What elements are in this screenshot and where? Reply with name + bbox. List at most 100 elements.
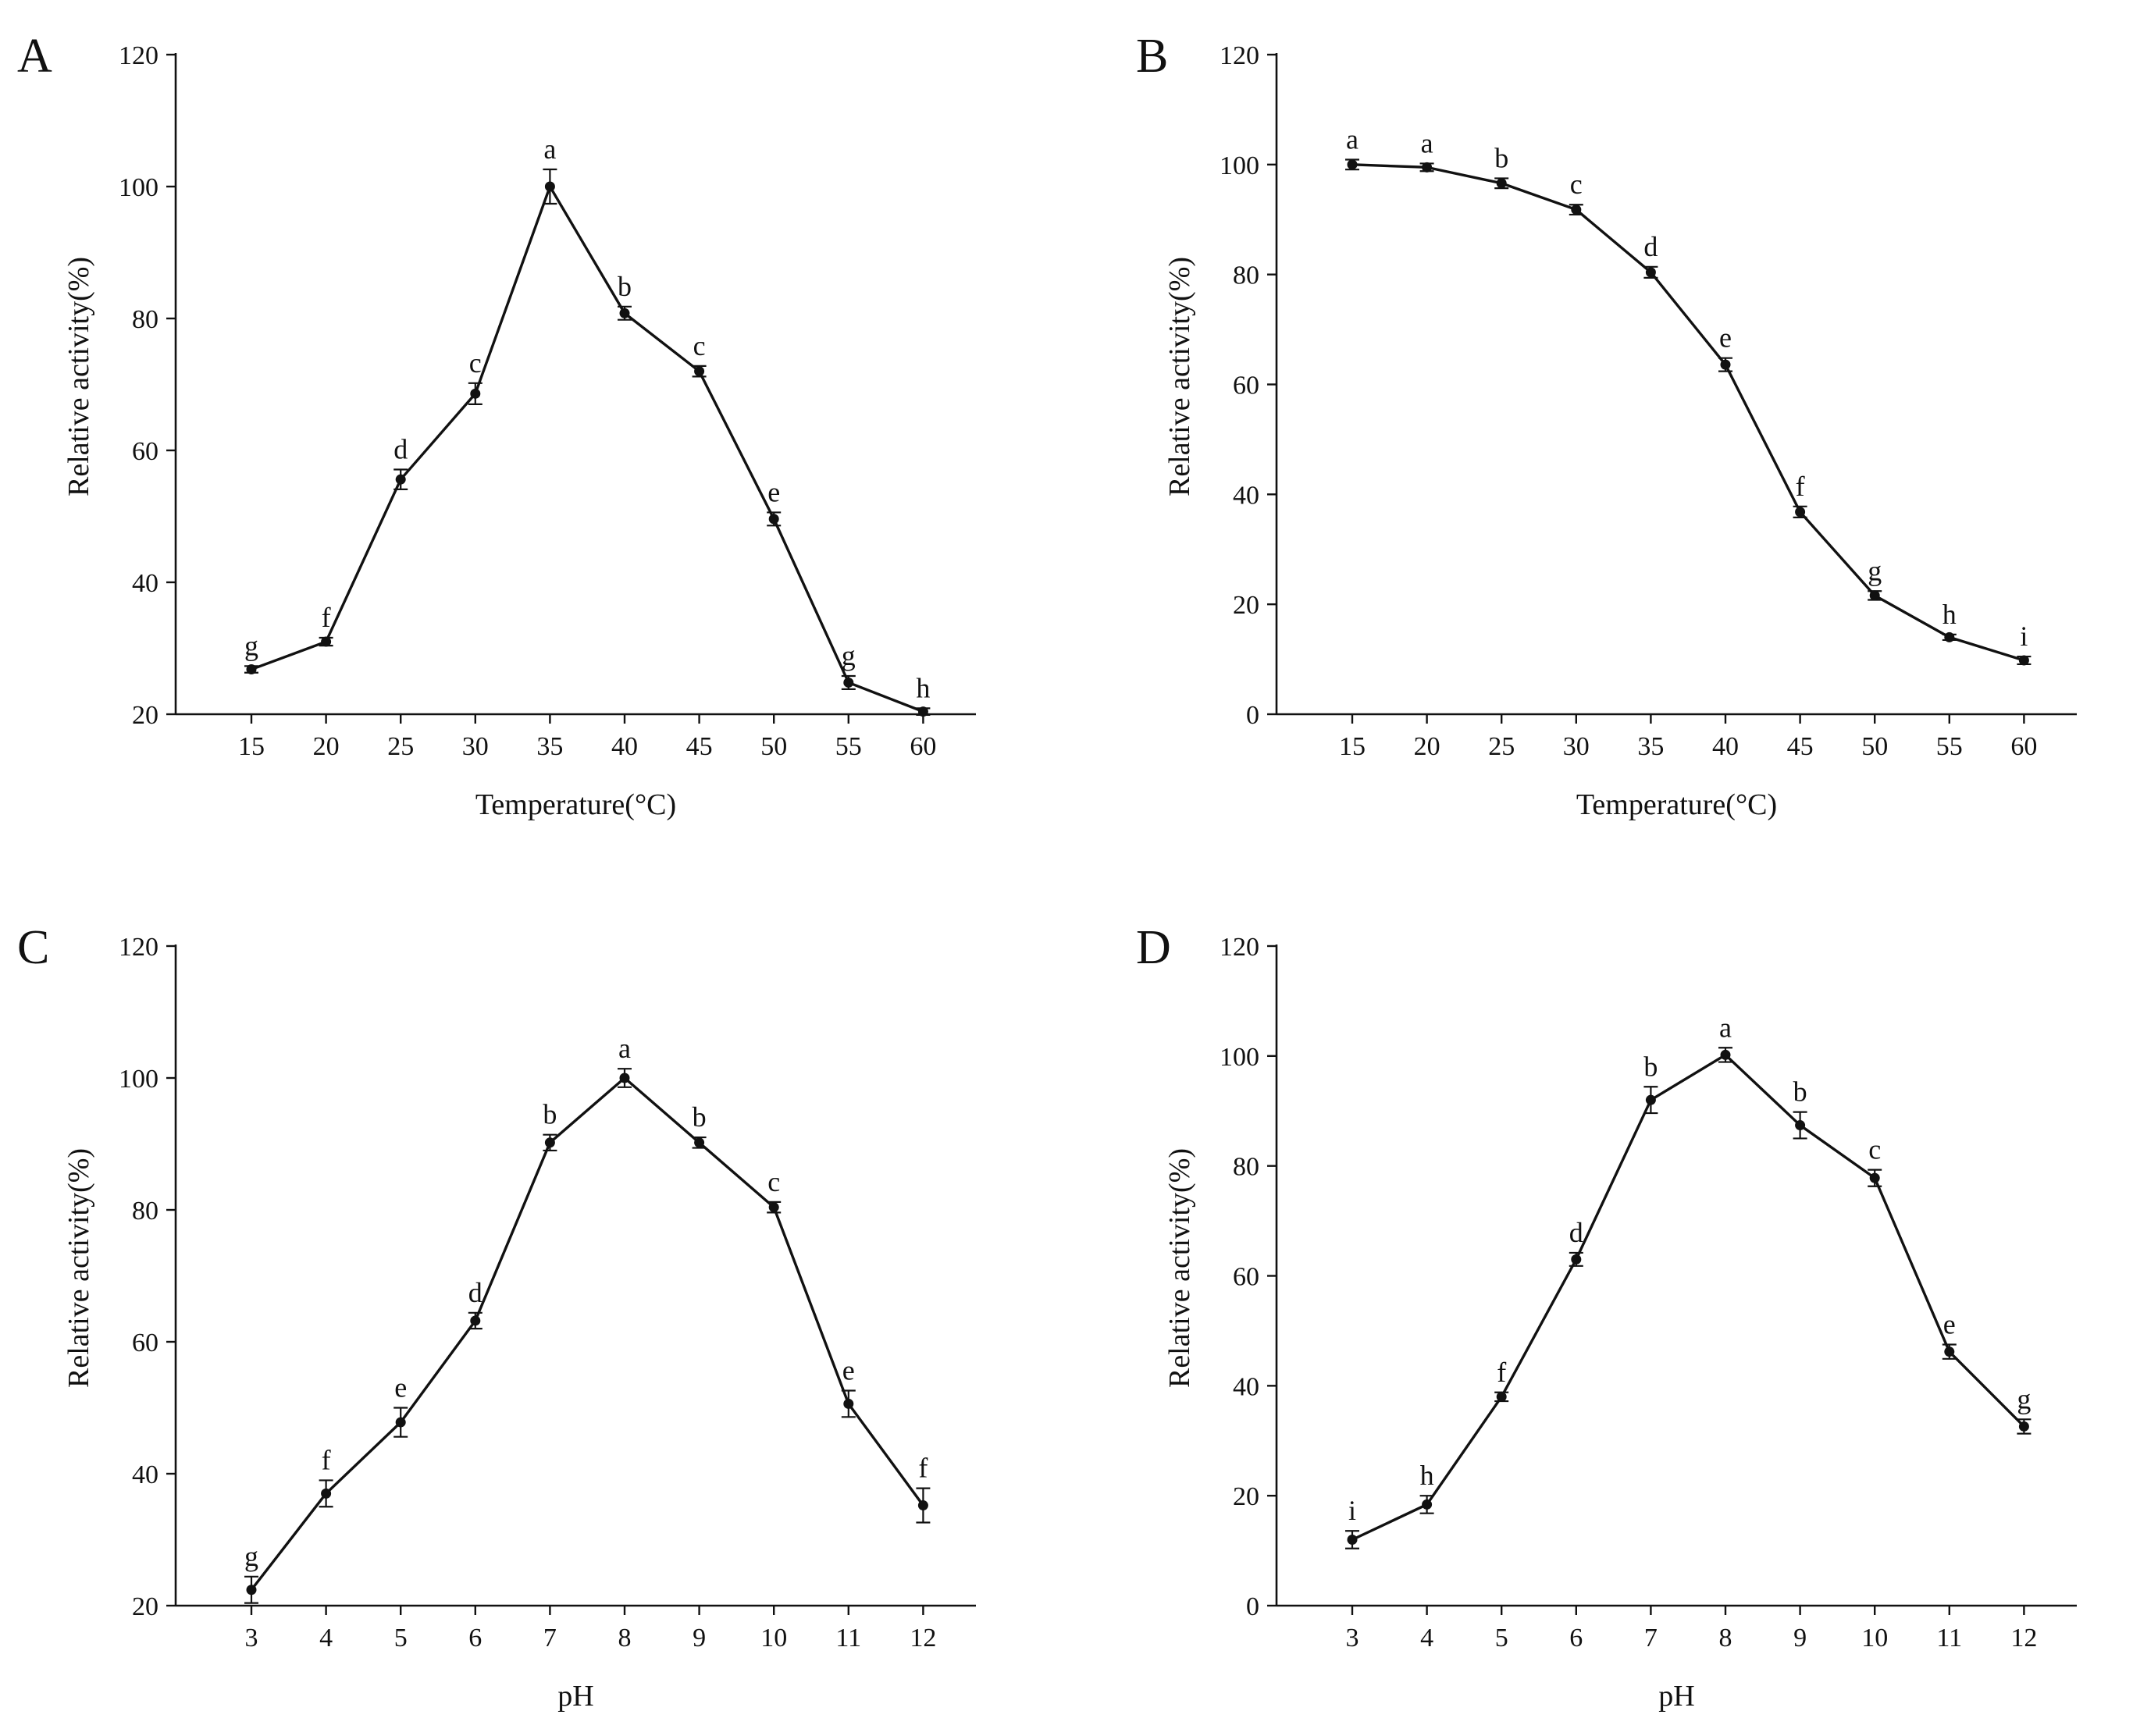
x-tick-label: 10 [1861, 1624, 1888, 1652]
significance-label: f [322, 602, 331, 633]
x-tick-label: 20 [313, 732, 340, 761]
significance-label: b [1793, 1076, 1807, 1108]
significance-label: f [918, 1453, 928, 1484]
y-tick-label: 100 [1220, 151, 1259, 180]
data-point [470, 388, 481, 399]
significance-label: g [2017, 1383, 2031, 1414]
y-tick-label: 120 [119, 933, 158, 962]
significance-label: d [1569, 1217, 1583, 1248]
y-tick-label: 60 [132, 1329, 158, 1357]
x-tick-label: 7 [1644, 1624, 1658, 1652]
data-point [843, 677, 854, 688]
significance-label: i [1348, 1495, 1356, 1526]
y-tick-label: 100 [1220, 1043, 1259, 1072]
x-tick-label: 5 [1495, 1624, 1508, 1652]
chart-panel-a: A 20 40 60 80 100 120 15 20 25 30 35 40 45 50 55 60 Tempe… [17, 30, 976, 821]
data-point [1347, 1535, 1358, 1545]
x-tick-label: 11 [1936, 1624, 1962, 1652]
series-line [251, 185, 924, 713]
x-tick-label: 7 [543, 1624, 557, 1652]
data-point [1795, 1120, 1806, 1131]
series-line [1351, 163, 2024, 662]
x-tick-label: 45 [1787, 732, 1814, 761]
data-point [321, 1488, 332, 1499]
series-line [250, 1076, 924, 1591]
chart-panel-d: D 0 20 40 60 80 100 120 3 4 5 6 7 8 9 10 11 12 pH Relative … [1136, 921, 2077, 1713]
data-point [321, 636, 332, 647]
data-point [1496, 1391, 1507, 1402]
x-axis-title: pH [1658, 1680, 1694, 1713]
data-point [395, 474, 406, 485]
significance-label: d [1643, 231, 1658, 262]
significance-label: e [1719, 322, 1732, 354]
x-axis-title: pH [557, 1680, 593, 1713]
y-tick-label: 120 [1220, 41, 1259, 70]
x-tick-label: 30 [462, 732, 489, 761]
data-point [1347, 159, 1358, 170]
x-tick-label: 10 [760, 1624, 787, 1652]
panel-letter: B [1136, 30, 1168, 83]
significance-label: e [1943, 1309, 1956, 1340]
y-tick-label: 40 [132, 1460, 158, 1489]
data-point [694, 1137, 705, 1148]
chart-panel-c: C 20 40 60 80 100 120 3 4 5 6 7 8 9 10 11 12 pH Relative a… [17, 921, 976, 1713]
x-axis-title: Temperature(°C) [1576, 788, 1777, 821]
significance-label: c [767, 1166, 780, 1197]
x-tick-label: 20 [1414, 732, 1440, 761]
y-tick-label: 20 [132, 1592, 158, 1621]
y-tick-label: 80 [132, 305, 158, 334]
data-point [1720, 1049, 1731, 1060]
x-tick-label: 11 [835, 1624, 861, 1652]
x-tick-label: 9 [1793, 1624, 1807, 1652]
x-tick-label: 50 [760, 732, 787, 761]
panel-letter: A [17, 30, 52, 83]
y-tick-label: 120 [119, 41, 158, 70]
data-point [843, 1398, 854, 1409]
x-tick-label: 60 [2010, 732, 2037, 761]
data-point [395, 1417, 406, 1428]
data-point [917, 1500, 928, 1511]
x-tick-label: 60 [910, 732, 936, 761]
significance-label: e [767, 476, 780, 507]
y-tick-label: 100 [119, 1065, 158, 1094]
y-tick-label: 80 [1233, 1153, 1259, 1182]
significance-label: f [1796, 471, 1805, 502]
series-line [1351, 1053, 2025, 1542]
panel-letter: D [1136, 921, 1171, 974]
y-tick-label: 60 [132, 437, 158, 466]
x-tick-label: 12 [2010, 1624, 2037, 1652]
significance-label: d [393, 434, 408, 465]
significance-label: f [322, 1444, 331, 1475]
data-point [544, 1137, 555, 1148]
data-point [768, 514, 779, 525]
y-tick-label: 0 [1246, 701, 1259, 730]
data-point [619, 1073, 630, 1083]
x-tick-label: 12 [910, 1624, 936, 1652]
y-tick-label: 100 [119, 173, 158, 202]
data-point [1645, 1094, 1656, 1105]
y-tick-label: 20 [1233, 1482, 1259, 1511]
significance-label: g [244, 1541, 258, 1572]
significance-label: f [1497, 1357, 1506, 1388]
x-tick-label: 4 [319, 1624, 333, 1652]
y-tick-label: 40 [1233, 1372, 1259, 1401]
data-point [1422, 1499, 1433, 1510]
significance-label: g [842, 640, 856, 671]
x-tick-label: 40 [1712, 732, 1739, 761]
x-tick-label: 4 [1420, 1624, 1433, 1652]
data-point [1869, 590, 1880, 601]
significance-label: e [394, 1372, 407, 1403]
data-point [1944, 1346, 1955, 1357]
data-point [768, 1202, 779, 1213]
data-point [470, 1315, 481, 1326]
significance-label: b [618, 271, 632, 302]
data-point [544, 181, 555, 192]
x-tick-label: 15 [238, 732, 265, 761]
x-tick-label: 45 [686, 732, 713, 761]
chart-panel-b: B 0 20 40 60 80 100 120 15 20 25 30 35 40 45 50 55 60 Temp… [1136, 30, 2077, 821]
data-point [1496, 178, 1507, 189]
x-tick-label: 35 [1637, 732, 1664, 761]
x-tick-label: 9 [693, 1624, 706, 1652]
significance-label: c [1868, 1134, 1881, 1165]
significance-label: a [1719, 1012, 1732, 1043]
